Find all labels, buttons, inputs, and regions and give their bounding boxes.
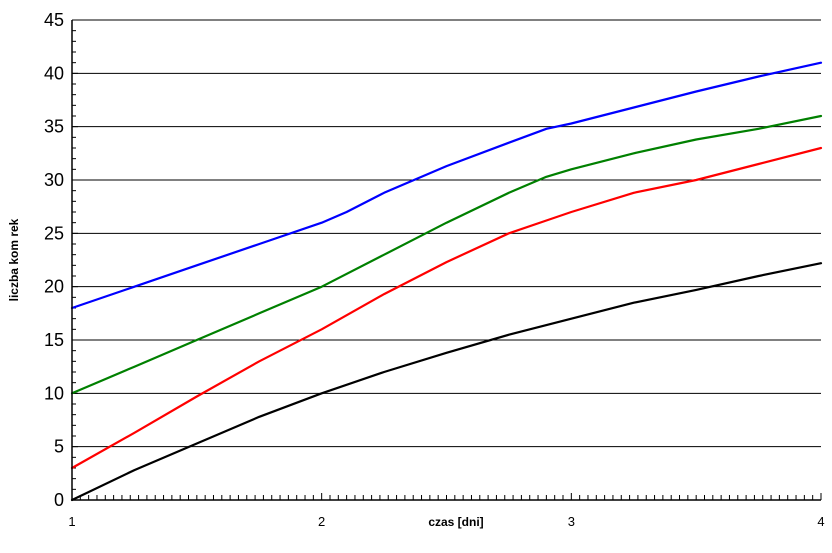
y-tick-label-5: 25 (44, 223, 64, 243)
y-tick-label-3: 15 (44, 330, 64, 350)
series-line-1 (70, 114, 823, 395)
y-axis-title: liczba kom rek (7, 218, 21, 301)
x-axis-title: czas [dni] (428, 515, 483, 529)
series-line-2 (70, 146, 823, 470)
series-line-3 (70, 262, 823, 502)
gridlines (72, 19, 821, 448)
y-tick-labels: 0 5 10 15 20 25 30 35 40 45 (44, 10, 64, 510)
minor-ticks (71, 19, 822, 501)
y-tick-label-1: 5 (54, 437, 64, 457)
series-group (70, 61, 823, 502)
y-tick-label-8: 40 (44, 63, 64, 83)
x-tick-label-0: 1 (68, 514, 75, 529)
x-tick-label-3: 4 (817, 514, 824, 529)
x-tick-labels: 1 2 3 4 (68, 514, 824, 529)
y-tick-label-4: 20 (44, 277, 64, 297)
y-tick-label-9: 45 (44, 10, 64, 30)
x-tick-label-1: 2 (318, 514, 325, 529)
x-tick-label-2: 3 (568, 514, 575, 529)
y-tick-label-6: 30 (44, 170, 64, 190)
y-tick-label-2: 10 (44, 383, 64, 403)
y-tick-label-0: 0 (54, 490, 64, 510)
y-tick-label-7: 35 (44, 117, 64, 137)
series-line-0 (70, 61, 823, 310)
